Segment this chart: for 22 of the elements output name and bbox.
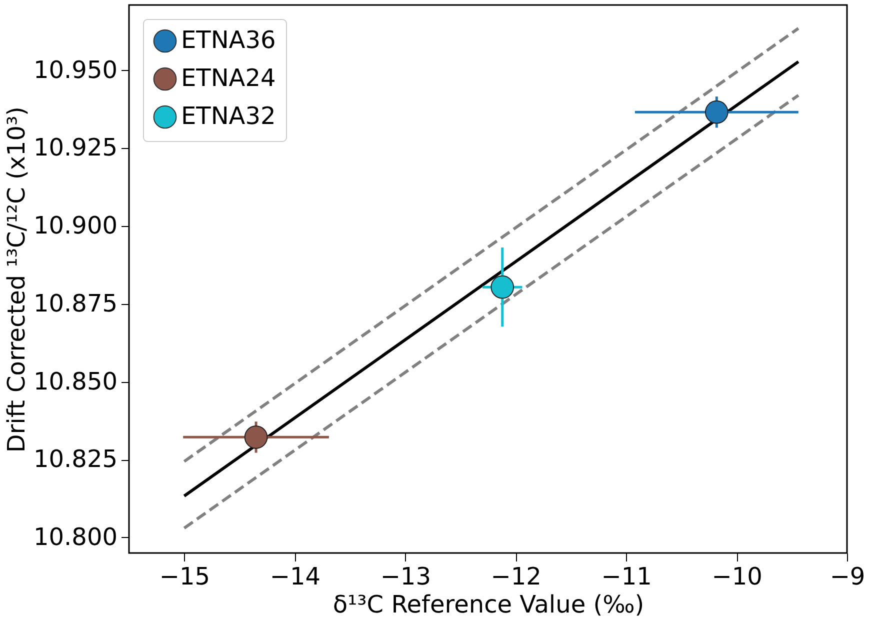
point bbox=[244, 426, 268, 449]
y-tick-label: 10.850 bbox=[34, 367, 118, 396]
x-tick-label: −15 bbox=[159, 562, 210, 590]
x-tick-label: −12 bbox=[490, 562, 542, 590]
y-tick-label: 10.825 bbox=[34, 445, 118, 474]
y-tick-label: 10.925 bbox=[34, 134, 118, 162]
x-axis-title: δ¹³C Reference Value (‰) bbox=[332, 590, 644, 618]
point bbox=[490, 275, 514, 299]
legend-label: ETNA36 bbox=[181, 26, 276, 54]
y-tick-label: 10.950 bbox=[34, 56, 118, 84]
x-tick-label: −10 bbox=[712, 562, 762, 590]
legend-label: ETNA32 bbox=[181, 102, 276, 130]
x-tick-label: −14 bbox=[270, 562, 321, 590]
x-tick-label: −13 bbox=[380, 562, 431, 590]
point bbox=[704, 100, 728, 124]
y-axis-title: Drift Corrected ¹³C/¹²C (x10³) bbox=[2, 106, 31, 453]
y-tick-label: 10.875 bbox=[34, 289, 118, 318]
y-tick-label: 10.800 bbox=[34, 522, 118, 551]
legend-label: ETNA24 bbox=[181, 64, 276, 92]
y-tick-label: 10.900 bbox=[34, 212, 118, 240]
x-tick-label: −9 bbox=[830, 562, 866, 590]
x-tick-label: −11 bbox=[601, 562, 652, 590]
